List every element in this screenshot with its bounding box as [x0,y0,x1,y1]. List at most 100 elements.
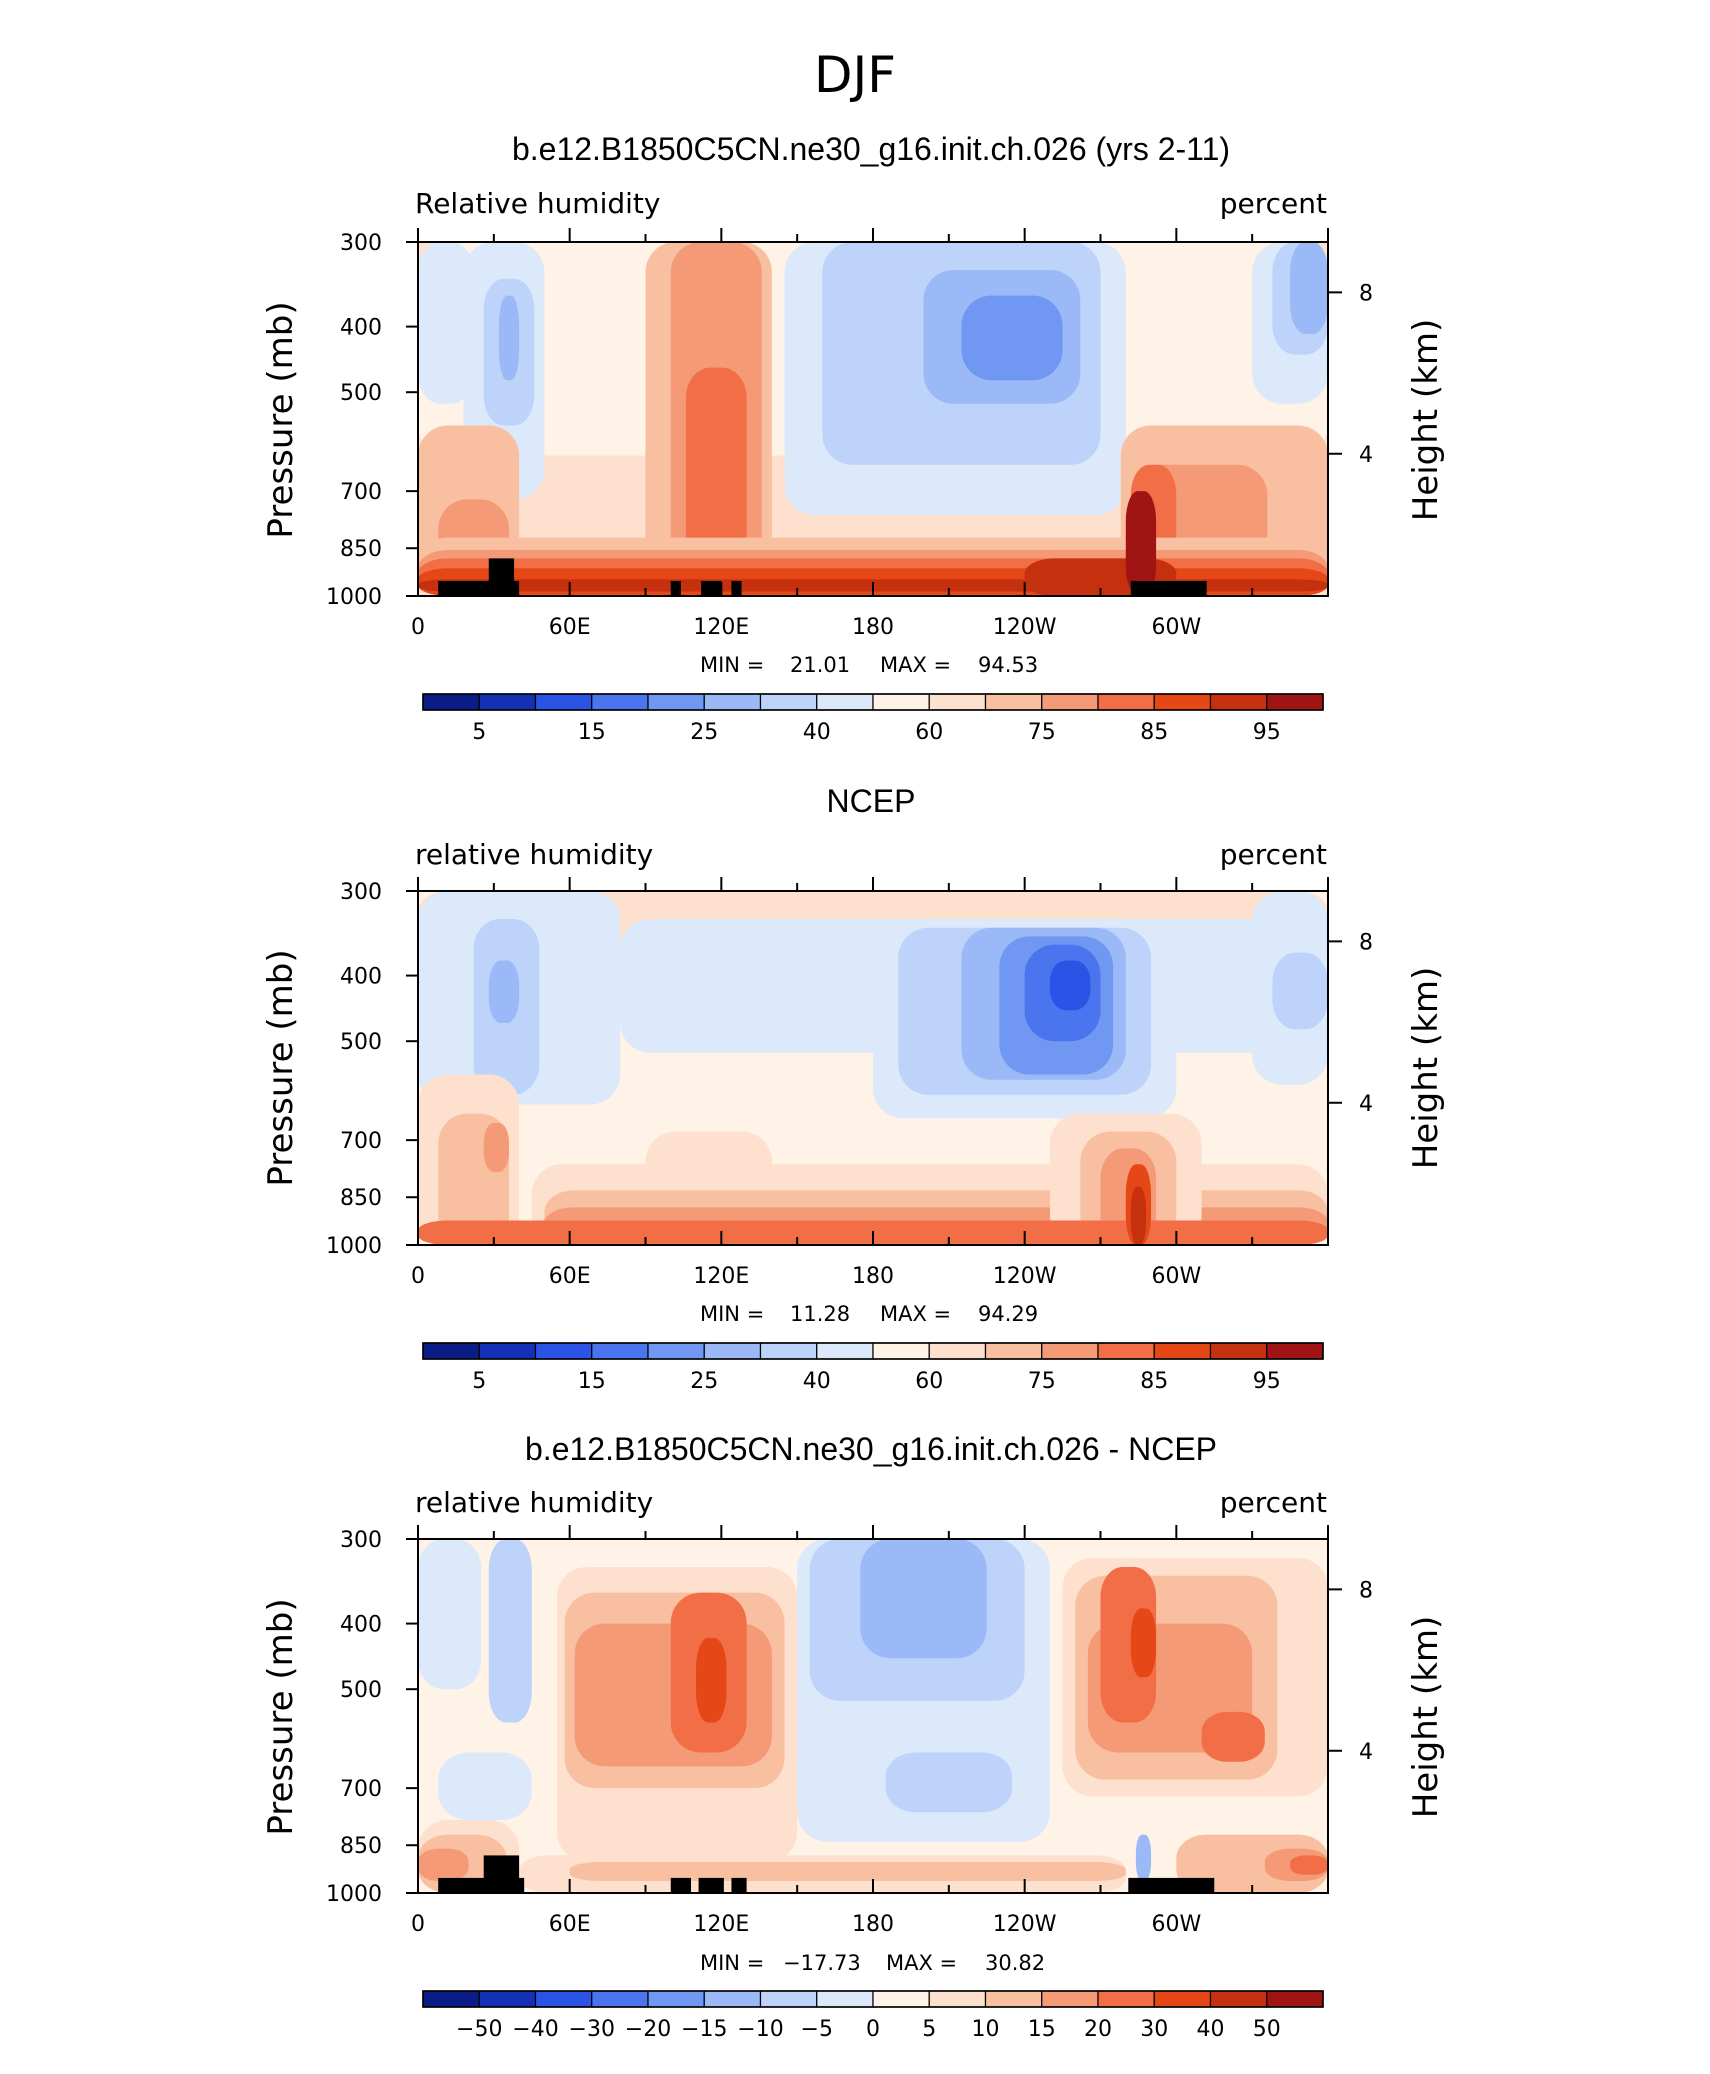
colorbar-swatch-9 [872,1342,930,1360]
colorbar-swatch-6 [703,1342,762,1360]
contour-region-26 [1290,1855,1328,1875]
colorbar-swatch-9 [872,693,930,711]
panel-3-title: b.e12.B1850C5CN.ne30_g16.init.ch.026 - N… [525,1431,1217,1467]
colorbar-swatch-4 [591,693,649,711]
y-tick-label: 1000 [326,1882,382,1907]
panel-1: b.e12.B1850C5CN.ne30_g16.init.ch.026 (yr… [261,131,1446,745]
colorbar-swatch-6 [703,1990,762,2008]
panel-1-y2-axis-title: Height (km) [1406,319,1446,522]
colorbar-label: 85 [1140,1369,1168,1394]
colorbar-label: 40 [803,720,831,745]
colorbar-label: 5 [472,720,486,745]
panel-1-variable-label: Relative humidity [415,187,660,220]
y2-tick-label: 8 [1359,1578,1373,1603]
colorbar-swatch-3 [534,693,593,711]
panel-3-y-axis-title: Pressure (mb) [261,1598,301,1835]
y-tick-label: 400 [340,1613,382,1638]
colorbar-swatch-15 [1209,1342,1268,1360]
panel-1-field [418,242,1328,596]
y-tick-label: 850 [340,537,382,562]
y-tick-label: 500 [340,381,382,406]
colorbar-swatch-13 [1097,1990,1155,2008]
colorbar-swatch-5 [647,1990,705,2008]
colorbar-label: 60 [915,720,943,745]
colorbar-swatch-8 [816,693,874,711]
y2-tick-label: 4 [1359,443,1373,468]
topography-block-6 [1128,1877,1215,1893]
panel-1-units-label: percent [1220,187,1327,220]
panel-1-min-label: MIN = [700,653,764,677]
panel-2-max-value: 94.29 [978,1302,1038,1326]
contour-region-23 [569,1862,1126,1881]
colorbar-swatch-7 [759,1990,818,2008]
colorbar-label: 75 [1028,720,1056,745]
colorbar-swatch-12 [1041,1342,1099,1360]
y-tick-label: 700 [340,1129,382,1154]
colorbar-swatch-15 [1209,1990,1268,2008]
colorbar-label: −30 [569,2017,615,2042]
topography-block-2 [483,1855,520,1893]
topography-block-3 [670,580,681,596]
topography-block-2 [488,558,515,596]
colorbar-label: −50 [456,2017,502,2042]
colorbar-swatch-7 [759,1342,818,1360]
y-tick-label: 700 [340,480,382,505]
y-tick-label: 1000 [326,585,382,610]
colorbar-label: 30 [1140,2017,1168,2042]
contour-region-18 [1201,1711,1265,1762]
panel-1-plot: 0 60E 120E 180 120W 60W 300 400 500 700 850 1000 8 4 [326,228,1373,640]
colorbar-label: −10 [737,2017,783,2042]
panel-3-y2-axis-title: Height (km) [1406,1616,1446,1819]
y-tick-label: 850 [340,1186,382,1211]
colorbar-label: 20 [1084,2017,1112,2042]
colorbar-label: 10 [972,2017,1000,2042]
y-tick-label: 700 [340,1777,382,1802]
panel-1-max-label: MAX = [880,653,951,677]
colorbar-label: −15 [681,2017,727,2042]
y2-tick-label: 4 [1359,1740,1373,1765]
season-title: DJF [814,46,896,104]
colorbar-swatch-16 [1266,693,1324,711]
colorbar-swatch-11 [984,693,1043,711]
colorbar-swatch-14 [1153,1990,1212,2008]
x-tick-label: 60W [1151,1912,1201,1937]
colorbar-swatch-7 [759,693,818,711]
x-tick-label: 0 [411,1264,425,1289]
panel-3-colorbar: −50 −40 −30 −20 −15 −10 −5 0 5 10 15 20 30 40 50 [422,1990,1324,2042]
x-tick-label: 60E [549,1264,591,1289]
colorbar-swatch-13 [1097,693,1155,711]
x-tick-label: 120W [993,1264,1057,1289]
colorbar-swatch-5 [647,693,705,711]
colorbar-swatch-10 [928,1342,987,1360]
panel-2-max-label: MAX = [880,1302,951,1326]
panel-1-colorbar: 5 15 25 40 60 75 85 95 [422,693,1324,745]
x-tick-label: 60E [549,1912,591,1937]
colorbar-swatch-11 [984,1990,1043,2008]
y-tick-label: 300 [340,880,382,905]
panel-3-min-value: −17.73 [783,1951,861,1975]
colorbar-swatch-8 [816,1990,874,2008]
contour-region-16 [1100,1567,1157,1723]
contour-region-3 [488,1539,532,1723]
colorbar-label: −40 [512,2017,558,2042]
panel-1-max-value: 94.53 [978,653,1038,677]
colorbar-label: 5 [922,2017,936,2042]
colorbar-label: 25 [690,1369,718,1394]
panel-2-field [418,891,1328,1245]
contour-region-12 [696,1637,727,1723]
contour-region-16 [483,1122,509,1172]
y2-tick-label: 8 [1359,930,1373,955]
colorbar-label: −20 [625,2017,671,2042]
colorbar-label: −5 [801,2017,833,2042]
colorbar-swatch-8 [816,1342,874,1360]
colorbar-label: 15 [1028,2017,1056,2042]
colorbar-swatch-2 [478,693,537,711]
panel-2-units-label: percent [1220,838,1327,871]
colorbar-swatch-16 [1266,1990,1324,2008]
x-tick-label: 120W [993,615,1057,640]
colorbar-label: 25 [690,720,718,745]
colorbar-label: 5 [472,1369,486,1394]
topography-block-4 [701,580,722,596]
panel-1-y-axis-title: Pressure (mb) [261,301,301,538]
